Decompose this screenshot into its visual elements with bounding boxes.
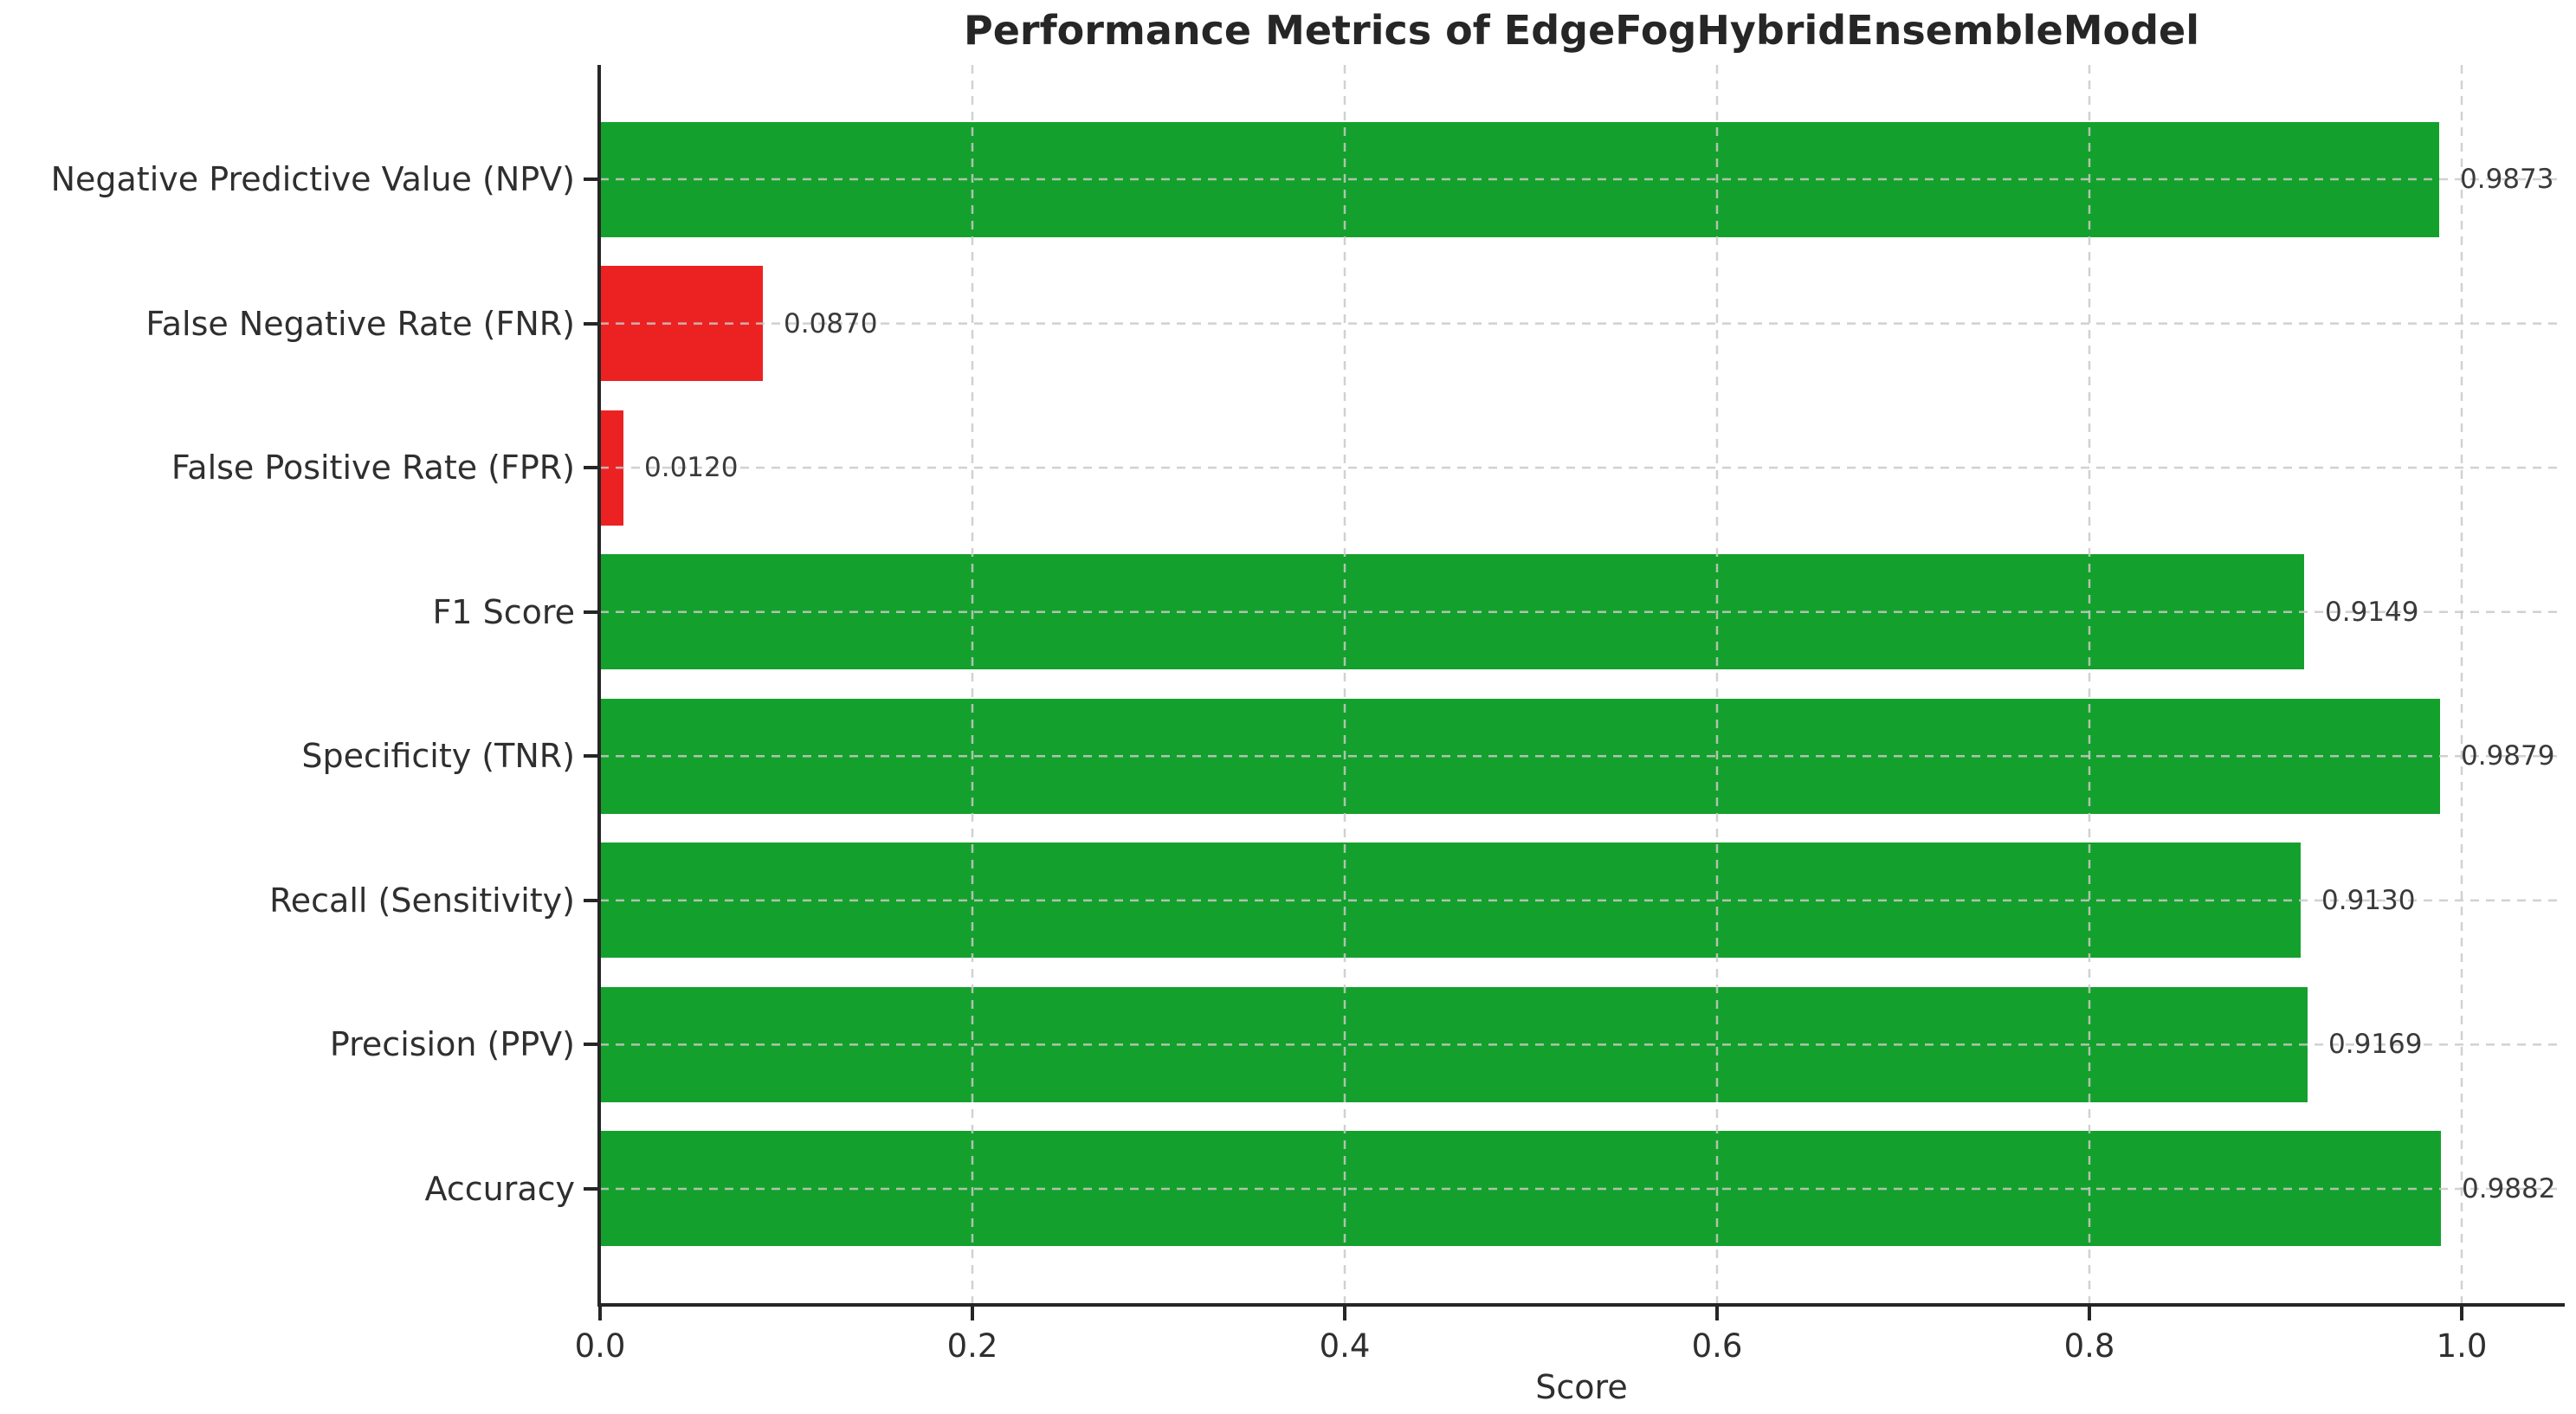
bar-value-label: 0.9882 [2462, 1172, 2556, 1204]
x-tick-mark [2460, 1307, 2463, 1320]
x-tick-mark [1343, 1307, 1346, 1320]
y-tick-label: Accuracy [424, 1169, 576, 1208]
x-tick-label: 0.0 [574, 1327, 626, 1365]
y-tick-label: Specificity (TNR) [301, 737, 575, 776]
x-tick-mark [971, 1307, 974, 1320]
y-tick-mark [584, 610, 597, 614]
bar [601, 121, 2439, 237]
x-tick-label: 0.6 [1691, 1327, 1743, 1365]
y-tick-mark [584, 1043, 597, 1047]
y-tick-label: Negative Predictive Value (NPV) [50, 160, 575, 198]
y-tick-mark [584, 1186, 597, 1191]
bar [601, 698, 2440, 814]
bar-value-label: 0.9169 [2328, 1029, 2423, 1061]
y-tick-mark [584, 466, 597, 470]
y-tick-mark [584, 898, 597, 902]
x-tick-mark [2088, 1307, 2091, 1320]
x-tick-label: 0.2 [946, 1327, 998, 1365]
bar [601, 843, 2301, 959]
x-tick-label: 0.8 [2063, 1327, 2115, 1365]
y-tick-label: False Positive Rate (FPR) [171, 449, 575, 487]
y-tick-mark [584, 178, 597, 181]
x-axis-spine [597, 1303, 2565, 1307]
bar [601, 266, 763, 382]
x-tick-label: 1.0 [2436, 1327, 2488, 1365]
x-axis-label: Score [1535, 1368, 1628, 1406]
x-tick-mark [1715, 1307, 1719, 1320]
y-tick-mark [584, 754, 597, 759]
bar-value-label: 0.9149 [2325, 596, 2419, 628]
y-tick-label: False Negative Rate (FNR) [145, 304, 575, 343]
bar-value-label: 0.9879 [2461, 740, 2555, 772]
chart-title: Performance Metrics of EdgeFogHybridEnse… [963, 7, 2199, 54]
bar-value-label: 0.9130 [2321, 884, 2416, 916]
bar [601, 410, 623, 526]
bar [601, 1131, 2441, 1247]
x-tick-mark [598, 1307, 602, 1320]
y-tick-label: Recall (Sensitivity) [269, 881, 575, 920]
bar [601, 986, 2308, 1102]
y-axis-spine [597, 65, 601, 1307]
bar [601, 554, 2304, 670]
bar-value-label: 0.9873 [2460, 164, 2554, 195]
bar-value-label: 0.0870 [784, 307, 878, 339]
y-tick-label: Precision (PPV) [329, 1025, 575, 1064]
x-tick-label: 0.4 [1319, 1327, 1371, 1365]
bar-value-label: 0.0120 [644, 452, 739, 484]
y-tick-mark [584, 321, 597, 326]
y-tick-label: F1 Score [432, 592, 575, 631]
